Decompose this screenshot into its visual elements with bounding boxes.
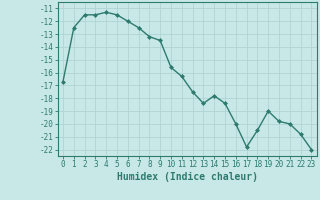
X-axis label: Humidex (Indice chaleur): Humidex (Indice chaleur) (117, 172, 258, 182)
